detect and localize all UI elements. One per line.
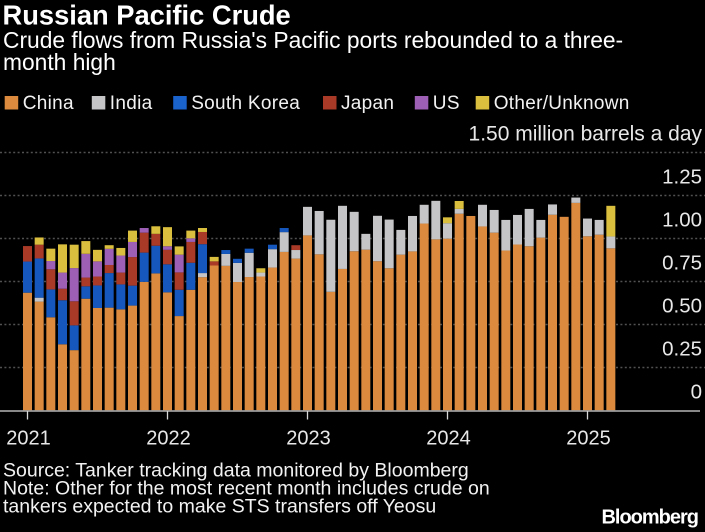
svg-text:Bloomberg: Bloomberg bbox=[601, 507, 698, 529]
svg-text:Note: Other for the most recen: Note: Other for the most recent month in… bbox=[3, 478, 490, 500]
svg-text:0.50: 0.50 bbox=[662, 295, 702, 318]
svg-text:0.75: 0.75 bbox=[662, 252, 702, 275]
svg-text:0: 0 bbox=[691, 381, 702, 404]
svg-text:US: US bbox=[433, 93, 460, 114]
svg-text:2021: 2021 bbox=[6, 428, 51, 450]
svg-text:Crude flows from Russia's Paci: Crude flows from Russia's Pacific ports … bbox=[3, 27, 623, 53]
svg-text:2025: 2025 bbox=[566, 428, 611, 450]
svg-text:2024: 2024 bbox=[426, 428, 471, 450]
svg-text:India: India bbox=[110, 93, 153, 114]
svg-text:Japan: Japan bbox=[341, 93, 394, 114]
svg-text:month high: month high bbox=[3, 49, 116, 75]
svg-text:0.25: 0.25 bbox=[662, 338, 702, 361]
svg-text:2022: 2022 bbox=[146, 428, 191, 450]
svg-text:Russian Pacific Crude: Russian Pacific Crude bbox=[3, 0, 291, 31]
svg-text:1.00: 1.00 bbox=[662, 209, 702, 232]
svg-text:China: China bbox=[23, 93, 74, 114]
svg-text:South Korea: South Korea bbox=[191, 93, 300, 114]
svg-text:1.50 million barrels a day: 1.50 million barrels a day bbox=[469, 123, 703, 146]
svg-text:Other/Unknown: Other/Unknown bbox=[494, 93, 630, 114]
svg-text:tankers expected to make STS t: tankers expected to make STS transfers o… bbox=[3, 496, 436, 518]
svg-text:Source: Tanker tracking data m: Source: Tanker tracking data monitored b… bbox=[3, 459, 469, 481]
svg-text:2023: 2023 bbox=[286, 428, 331, 450]
svg-text:1.25: 1.25 bbox=[662, 166, 702, 189]
